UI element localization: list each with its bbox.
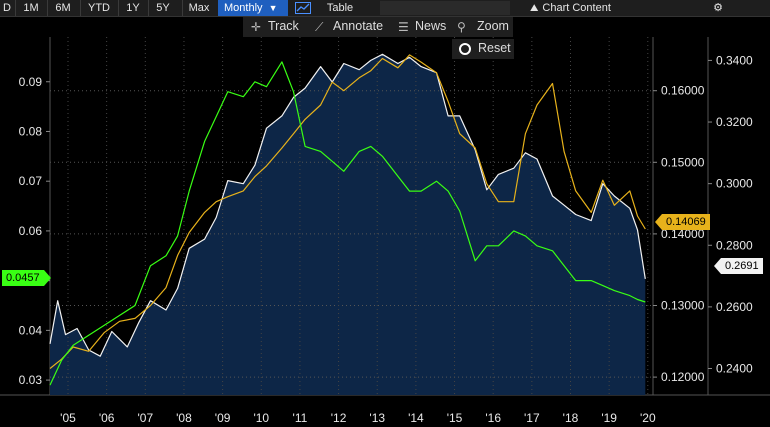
chart-content-button[interactable]: ⛰ Chart Content <box>530 0 640 16</box>
toolbar-search-field[interactable] <box>380 1 510 15</box>
zoom-button[interactable]: ⚲ Zoom <box>453 17 513 37</box>
green-series-line <box>49 61 646 386</box>
right-tick-label: 0.3000 <box>716 177 753 191</box>
left-tick-label: 0.07 <box>19 174 43 188</box>
middle-tick-label: 0.13000 <box>661 299 705 313</box>
toolbar-divider <box>47 0 48 16</box>
right-tick-label: 0.2400 <box>716 362 753 376</box>
annotate-label: Annotate <box>333 19 384 33</box>
chart-content-label: Chart Content <box>542 2 611 14</box>
reset-icon <box>459 43 471 55</box>
period-ytd-button[interactable]: YTD <box>88 2 110 14</box>
toolbar-divider <box>118 0 119 16</box>
track-button[interactable]: ✛ Track <box>243 17 309 37</box>
x-tick-label: '15 <box>447 411 463 425</box>
x-tick-label: '11 <box>293 411 308 425</box>
news-icon: ☰ <box>398 20 409 34</box>
period-1y-button[interactable]: 1Y <box>126 2 140 14</box>
pencil-icon: ⟋ <box>315 20 324 34</box>
x-tick-label: '18 <box>563 411 579 425</box>
chart-type-button[interactable] <box>292 0 314 16</box>
white-series-line <box>49 53 646 357</box>
middle-tick-label: 0.14000 <box>661 227 705 241</box>
settings-button[interactable]: ⚙ <box>708 0 728 16</box>
chart-tools-bar: ✛ Track ⟋ Annotate ☰ News ⚲ Zoom <box>243 17 513 37</box>
frequency-dropdown[interactable]: Monthly ▼ <box>218 0 288 16</box>
period-max-button[interactable]: Max <box>188 2 210 14</box>
right-tick-label: 0.3200 <box>716 115 753 129</box>
period-d-button[interactable]: D <box>3 2 11 14</box>
zoom-label: Zoom <box>477 19 509 33</box>
toolbar-divider <box>148 0 149 16</box>
middle-tick-label: 0.16000 <box>661 84 705 98</box>
table-button[interactable]: Table <box>326 2 354 14</box>
period-1m-button[interactable]: 1M <box>23 2 39 14</box>
left-tick-label: 0.06 <box>19 224 43 238</box>
left-tick-label: 0.09 <box>19 75 43 89</box>
x-tick-label: '20 <box>640 411 656 425</box>
period-5y-button[interactable]: 5Y <box>156 2 170 14</box>
right-tick-label: 0.3400 <box>716 53 753 67</box>
chevron-down-icon: ▼ <box>268 3 278 13</box>
period-6m-button[interactable]: 6M <box>55 2 71 14</box>
news-label: News <box>415 19 447 33</box>
x-tick-label: '08 <box>176 411 192 425</box>
x-tick-label: '06 <box>99 411 115 425</box>
toolbar-divider <box>182 0 183 16</box>
track-label: Track <box>268 19 299 33</box>
right-tick-label: 0.2600 <box>716 300 753 314</box>
middle-tick-label: 0.15000 <box>661 155 705 169</box>
left-tick-label: 0.04 <box>19 323 43 337</box>
line-chart-icon <box>295 2 311 14</box>
annotate-button[interactable]: ⟋ Annotate <box>311 17 391 37</box>
white-series-area <box>50 54 646 396</box>
toolbar: D 1M 6M YTD 1Y 5Y Max Monthly ▼ Table ⛰ C… <box>0 0 770 17</box>
toolbar-divider <box>15 0 16 16</box>
white-last-value-tag: 0.2691 <box>714 258 763 274</box>
x-tick-label: '05 <box>60 411 76 425</box>
crosshair-icon: ✛ <box>251 20 262 34</box>
reset-button[interactable]: Reset <box>452 39 514 59</box>
x-tick-label: '12 <box>331 411 347 425</box>
x-tick-label: '13 <box>369 411 385 425</box>
x-tick-label: '17 <box>524 411 540 425</box>
news-button[interactable]: ☰ News <box>393 17 451 37</box>
yellow-series-line <box>49 54 646 369</box>
left-tick-label: 0.03 <box>19 373 43 387</box>
right-tick-label: 0.2800 <box>716 238 753 252</box>
gear-icon: ⚙ <box>713 2 723 14</box>
frequency-label: Monthly <box>224 2 263 14</box>
magnifier-icon: ⚲ <box>457 20 466 34</box>
x-tick-label: '07 <box>137 411 153 425</box>
x-tick-label: '10 <box>253 411 269 425</box>
left-tick-label: 0.08 <box>19 124 43 138</box>
toolbar-divider <box>80 0 81 16</box>
chart-content-icon: ⛰ <box>530 3 539 14</box>
middle-tick-label: 0.12000 <box>661 370 705 384</box>
x-tick-label: '09 <box>215 411 231 425</box>
x-tick-label: '16 <box>485 411 501 425</box>
green-last-value-tag: 0.0457 <box>2 270 51 286</box>
yellow-last-value-tag: 0.14069 <box>655 214 710 230</box>
reset-label: Reset <box>478 41 511 55</box>
x-tick-label: '14 <box>408 411 424 425</box>
x-tick-label: '19 <box>601 411 617 425</box>
